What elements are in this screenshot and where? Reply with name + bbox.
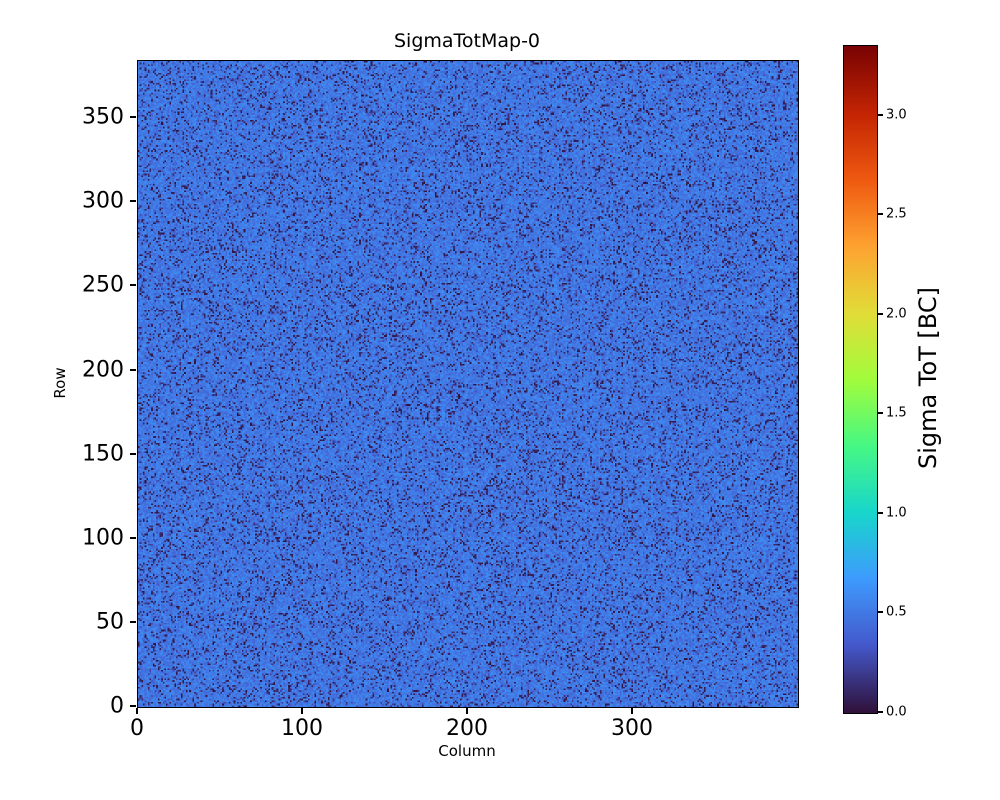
y-tick-label: 300: [82, 188, 124, 214]
colorbar-tick-label: 0.5: [886, 604, 907, 620]
y-tick-label: 150: [82, 441, 124, 467]
x-tick-mark: [301, 708, 303, 714]
y-tick-mark: [130, 452, 136, 455]
colorbar-tick-label: 1.0: [886, 505, 907, 521]
colorbar-tick-mark: [878, 312, 883, 315]
y-tick-mark: [130, 536, 136, 539]
colorbar-tick-label: 3.0: [886, 107, 907, 123]
y-tick-label: 0: [110, 693, 124, 719]
x-tick-label: 100: [281, 716, 323, 741]
y-tick-mark: [130, 368, 136, 371]
colorbar-tick-mark: [878, 511, 883, 514]
colorbar-canvas: [844, 46, 877, 713]
y-tick-mark: [130, 116, 136, 119]
y-axis-label: Row: [51, 367, 69, 399]
chart-title: SigmaTotMap-0: [393, 30, 541, 52]
plot-area: [137, 60, 799, 708]
colorbar: [843, 45, 878, 714]
y-tick-mark: [130, 200, 136, 203]
y-tick-label: 350: [82, 104, 124, 130]
y-tick-label: 200: [82, 357, 124, 383]
x-tick-label: 300: [611, 716, 653, 741]
heatmap-canvas: [138, 61, 798, 707]
x-axis-label: Column: [438, 742, 496, 760]
colorbar-tick-mark: [878, 711, 883, 713]
x-tick-mark: [631, 708, 633, 714]
y-tick-mark: [130, 705, 136, 707]
x-tick-label: 200: [446, 716, 488, 741]
x-tick-mark: [136, 708, 138, 714]
colorbar-tick-label: 2.0: [886, 306, 907, 322]
y-tick-mark: [130, 620, 136, 623]
colorbar-label: Sigma ToT [BC]: [914, 287, 942, 469]
colorbar-tick-mark: [878, 611, 883, 614]
x-tick-label: 0: [130, 716, 144, 741]
colorbar-tick-mark: [878, 113, 883, 116]
y-tick-label: 250: [82, 272, 124, 298]
y-tick-mark: [130, 284, 136, 287]
colorbar-tick-label: 0.0: [886, 704, 907, 720]
colorbar-tick-label: 2.5: [886, 206, 907, 222]
colorbar-tick-mark: [878, 412, 883, 415]
y-tick-label: 100: [82, 525, 124, 551]
y-tick-label: 50: [96, 609, 124, 635]
colorbar-tick-mark: [878, 213, 883, 216]
colorbar-tick-label: 1.5: [886, 405, 907, 421]
x-tick-mark: [466, 708, 468, 714]
